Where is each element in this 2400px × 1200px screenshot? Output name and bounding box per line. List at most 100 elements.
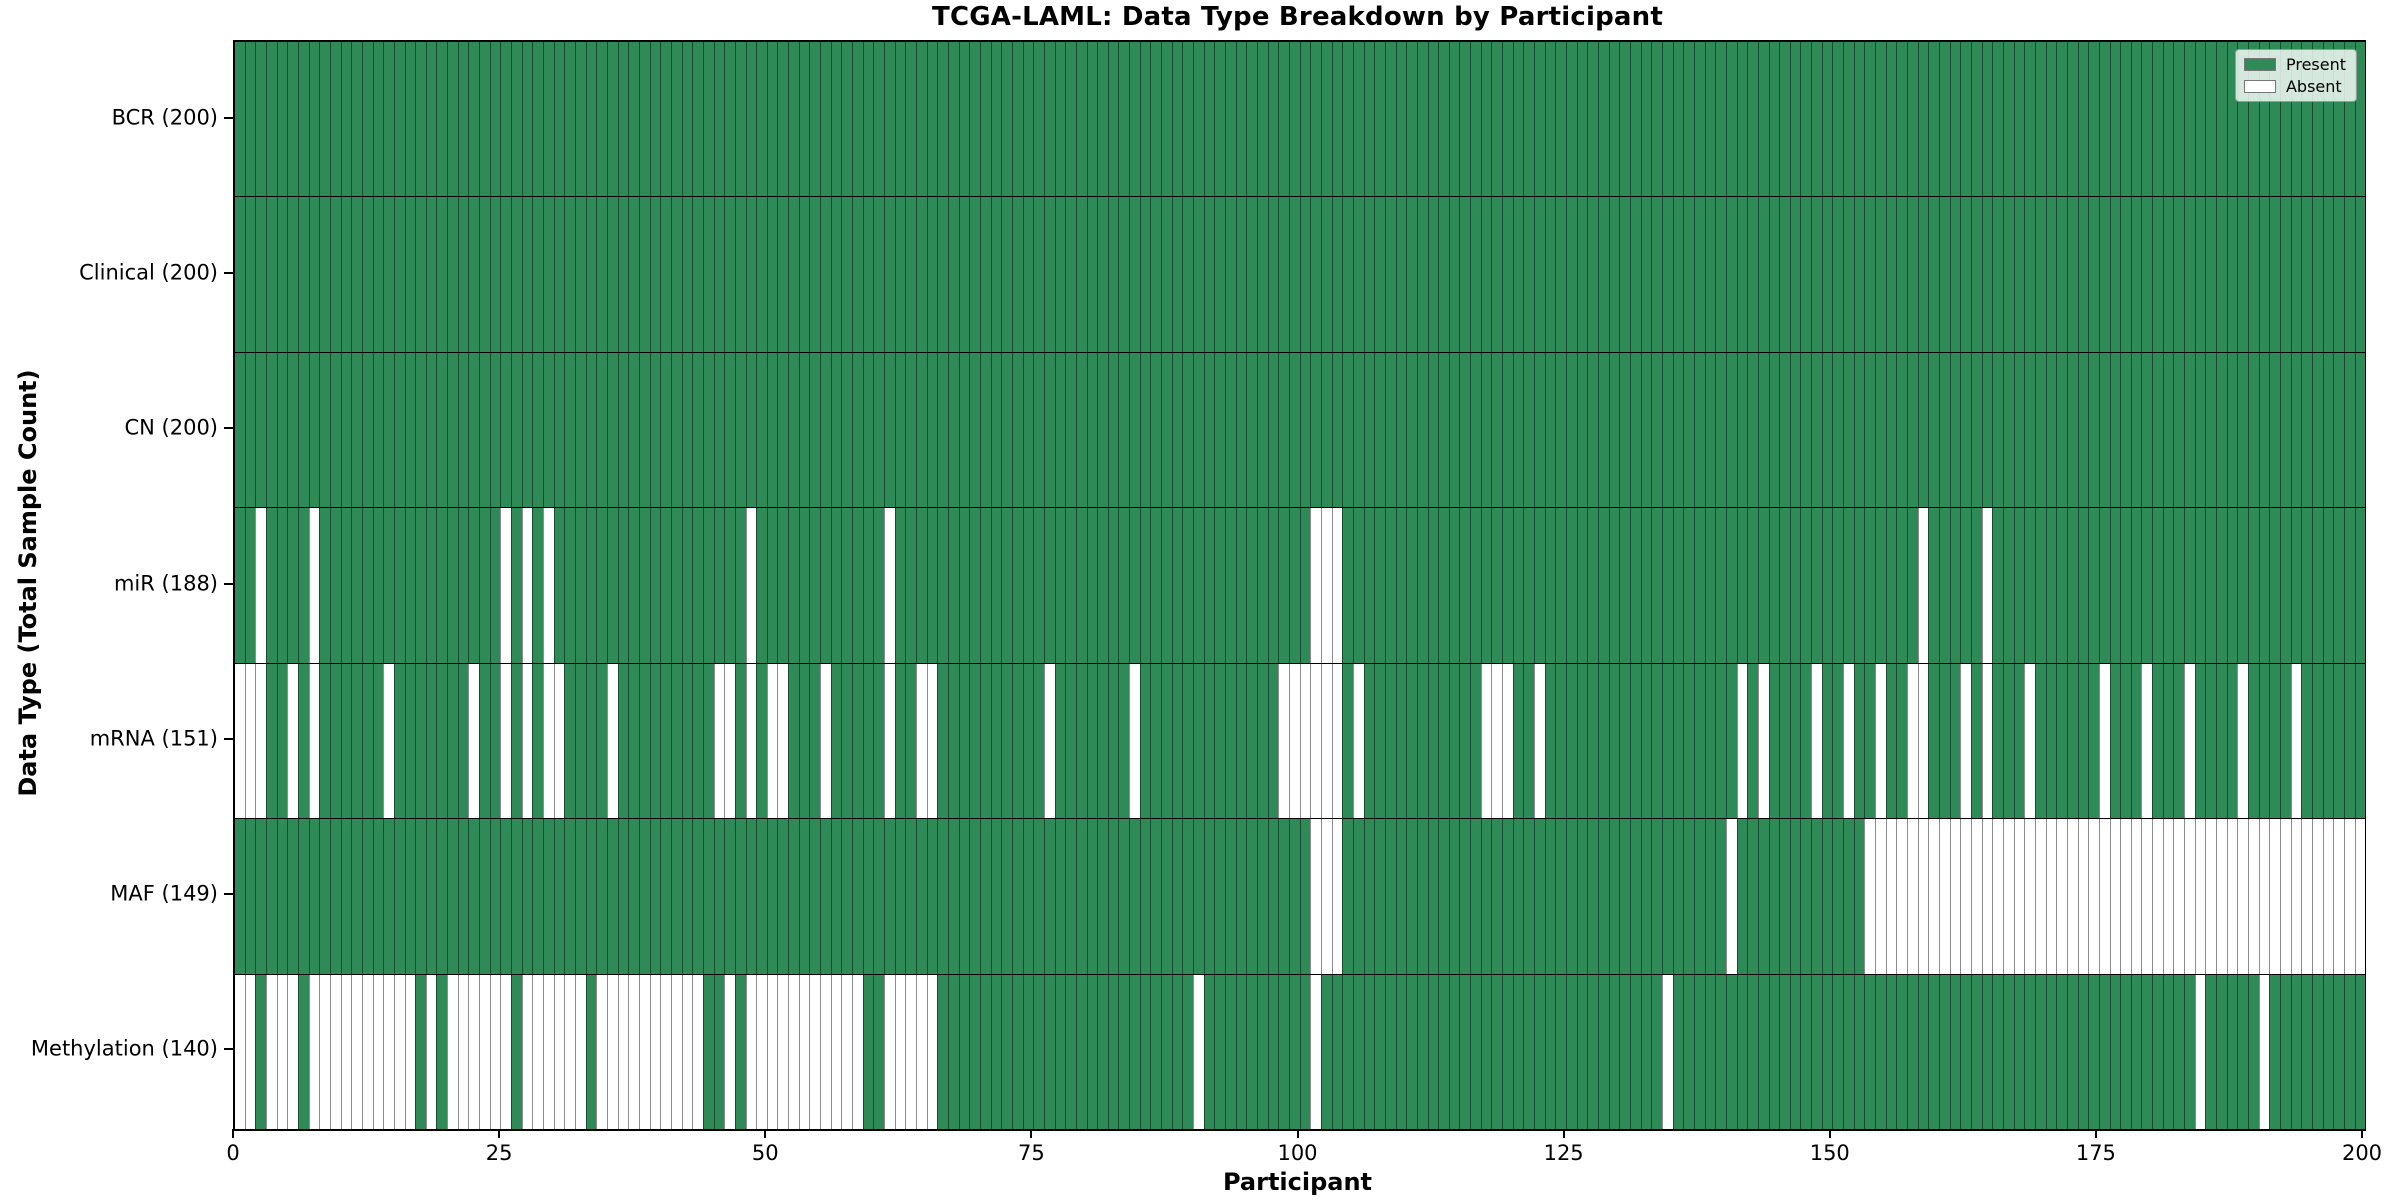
cell-present <box>2098 508 2110 663</box>
cell-present <box>1587 974 1598 1129</box>
cell-present <box>479 508 490 663</box>
cell-present <box>2194 197 2206 352</box>
cell-present <box>543 819 554 974</box>
cell-present <box>1640 974 1652 1129</box>
cell-present <box>2130 663 2142 819</box>
cell-present <box>2216 508 2227 663</box>
cell-absent <box>1491 663 1503 819</box>
cell-present <box>2301 508 2312 663</box>
cell-present <box>2173 197 2185 352</box>
cell-present <box>1182 197 1194 352</box>
cell-present <box>1811 197 1822 352</box>
cell-present <box>1416 352 1428 508</box>
cell-present <box>713 352 725 508</box>
cell-present <box>2226 42 2238 197</box>
cell-absent <box>2237 663 2249 819</box>
cell-present <box>425 352 437 508</box>
cell-present <box>1171 42 1183 197</box>
cell-present <box>425 42 437 197</box>
cell-present <box>265 819 277 974</box>
cell-present <box>2162 42 2174 197</box>
cell-absent <box>2098 663 2110 819</box>
cell-present <box>905 663 916 819</box>
cell-present <box>2216 197 2227 352</box>
cell-present <box>660 508 671 663</box>
cell-absent <box>447 974 458 1129</box>
cell-present <box>1374 974 1385 1129</box>
cell-present <box>564 42 575 197</box>
cell-present <box>1885 508 1897 663</box>
cell-present <box>2098 974 2110 1129</box>
cell-present <box>1257 508 1268 663</box>
cell-present <box>1512 819 1524 974</box>
cell-present <box>1374 352 1385 508</box>
cell-present <box>1502 42 1513 197</box>
cell-present <box>2152 508 2163 663</box>
x-tick-label-200: 200 <box>2341 1141 2383 1165</box>
cell-present <box>884 197 895 352</box>
cell-present <box>1640 508 1652 663</box>
cell-absent <box>287 974 298 1129</box>
cell-present <box>926 197 938 352</box>
cell-present <box>660 197 671 352</box>
cell-absent <box>1320 819 1332 974</box>
cell-present <box>830 197 842 352</box>
cell-present <box>969 508 980 663</box>
cell-present <box>1651 197 1662 352</box>
cell-present <box>1992 663 2003 819</box>
cell-present <box>2130 352 2142 508</box>
cell-absent <box>809 974 821 1129</box>
cell-present <box>585 508 597 663</box>
cell-present <box>1640 42 1652 197</box>
cell-absent <box>308 508 320 663</box>
cell-present <box>2024 197 2035 352</box>
cell-present <box>2120 974 2131 1129</box>
cell-absent <box>724 974 735 1129</box>
cell-absent <box>713 663 725 819</box>
cell-present <box>1502 352 1513 508</box>
cell-present <box>788 197 799 352</box>
cell-absent <box>1960 819 1971 974</box>
legend-entry-absent: Absent <box>2243 78 2346 95</box>
cell-present <box>1619 974 1630 1129</box>
cell-present <box>2280 974 2291 1129</box>
cell-present <box>457 197 469 352</box>
cell-present <box>1448 508 1460 663</box>
cell-present <box>564 508 575 663</box>
cell-present <box>1374 42 1385 197</box>
cell-absent <box>1981 508 1993 663</box>
cell-present <box>308 352 320 508</box>
cell-present <box>1097 352 1108 508</box>
cell-present <box>1608 42 1620 197</box>
cell-absent <box>670 974 682 1129</box>
cell-present <box>1864 42 1876 197</box>
cell-present <box>425 197 437 352</box>
cell-present <box>1821 197 1833 352</box>
cell-present <box>265 508 277 663</box>
cell-absent <box>884 508 895 663</box>
cell-present <box>681 819 693 974</box>
cell-present <box>1587 42 1598 197</box>
cell-present <box>1225 352 1236 508</box>
cell-present <box>1086 197 1098 352</box>
cell-present <box>276 819 288 974</box>
cell-present <box>1001 974 1012 1129</box>
cell-present <box>1235 974 1247 1129</box>
cell-present <box>1811 42 1822 197</box>
cell-present <box>1651 663 1662 819</box>
cell-present <box>1981 42 1993 197</box>
cell-present <box>2194 663 2206 819</box>
cell-present <box>2269 663 2280 819</box>
cell-absent <box>521 663 533 819</box>
cell-present <box>2301 352 2312 508</box>
cell-present <box>1629 974 1641 1129</box>
x-tick-mark <box>498 1129 501 1138</box>
cell-present <box>489 42 501 197</box>
cell-absent <box>1843 663 1854 819</box>
cell-present <box>297 663 309 819</box>
cell-present <box>617 42 629 197</box>
cell-present <box>1683 974 1694 1129</box>
x-tick-label-75: 75 <box>1018 1141 1045 1165</box>
cell-present <box>1832 42 1844 197</box>
cell-absent <box>1907 819 1918 974</box>
